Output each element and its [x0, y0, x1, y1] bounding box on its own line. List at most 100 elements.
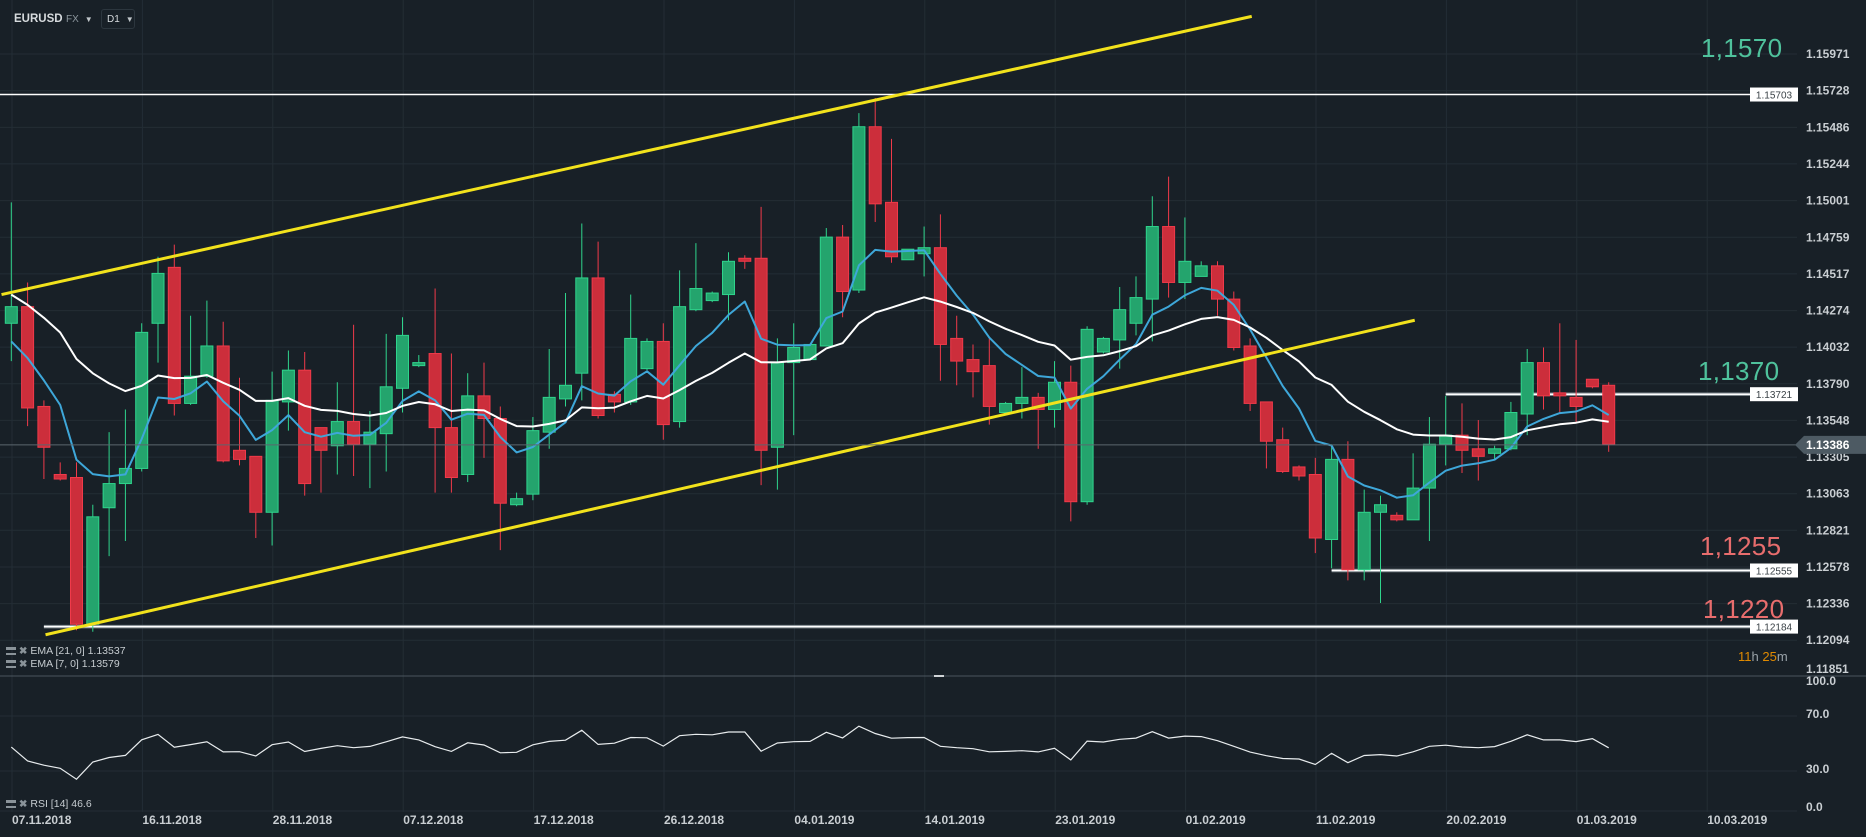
current-price-label: 1.13386 [1806, 438, 1850, 452]
candle [1455, 403, 1469, 473]
level-price-label: 1.12184 [1756, 623, 1793, 634]
legend-ema7-text: EMA [7, 0] 1.13579 [30, 658, 120, 670]
rsi-tick-label: 100.0 [1806, 674, 1836, 688]
trendlines[interactable] [1, 14, 1416, 637]
candle-body [1455, 434, 1469, 451]
candle-body [1357, 511, 1371, 571]
trendline[interactable] [1, 14, 1253, 297]
candle [640, 338, 654, 371]
settings-window-icon[interactable] [6, 800, 16, 808]
ema-line-21 [10, 293, 1609, 441]
date-axis[interactable]: 07.11.2018 16.11.2018 28.11.2018 07.12.2018… [12, 813, 1768, 827]
legend-rsi[interactable]: ✖ RSI [14] 46.6 [6, 798, 92, 810]
candle-body [559, 384, 572, 400]
candle [868, 97, 882, 222]
settings-window-icon[interactable] [6, 647, 16, 655]
candle [559, 293, 572, 407]
candle-body [966, 359, 980, 373]
candle [836, 225, 850, 318]
market-label: FX [66, 13, 79, 25]
candle [1602, 382, 1616, 452]
candle-body [819, 236, 833, 347]
price-tick-label: 1.12578 [1806, 560, 1850, 574]
level-price-label: 1.12555 [1756, 566, 1793, 577]
candle [86, 504, 100, 632]
candle [1064, 365, 1078, 522]
candle [1537, 347, 1550, 410]
price-axis[interactable]: 1.15971 1.15728 1.15486 1.15244 1.15001 1.147… [1806, 47, 1850, 676]
candle [1243, 338, 1257, 411]
candle-body [396, 334, 409, 389]
price-tick-label: 1.15728 [1806, 84, 1850, 98]
candle-body [1178, 260, 1192, 283]
rsi-tick-label: 70.0 [1806, 707, 1830, 721]
legend-ema21[interactable]: ✖ EMA [21, 0] 1.13537 [6, 645, 126, 657]
symbol-label[interactable]: EURUSD [14, 13, 63, 25]
candle-body [1129, 297, 1143, 324]
date-tick-label: 01.03.2019 [1577, 813, 1637, 827]
candle-body [37, 405, 51, 448]
countdown-minutes: 25 [1762, 649, 1777, 664]
candle-body [1259, 401, 1273, 442]
price-tick-label: 1.15971 [1806, 47, 1850, 61]
price-tick-label: 1.14274 [1806, 304, 1850, 318]
candle-body [249, 455, 263, 513]
candle [1488, 445, 1502, 460]
candle-body [1308, 473, 1322, 539]
candle [265, 371, 279, 546]
candle-body [412, 362, 426, 367]
candle [1162, 176, 1176, 298]
date-tick-label: 01.02.2019 [1186, 813, 1246, 827]
candle [852, 113, 866, 294]
candle-body [1585, 378, 1599, 388]
market-dropdown[interactable]: FX ▼ [66, 9, 93, 29]
close-icon[interactable]: ✖ [19, 645, 28, 657]
candle [363, 410, 377, 489]
candle [1308, 457, 1322, 554]
ema-line-7 [10, 248, 1610, 499]
date-tick-label: 10.03.2019 [1707, 813, 1767, 827]
candle [1569, 339, 1583, 424]
candle [37, 400, 51, 480]
timeframe-dropdown[interactable]: D1 ▼ [101, 9, 135, 29]
panel-resize-handle[interactable] [934, 675, 944, 677]
candle [1374, 495, 1387, 604]
candle [233, 377, 246, 466]
candle-body [1422, 443, 1436, 489]
candle-body [151, 272, 165, 324]
close-icon[interactable]: ✖ [19, 658, 28, 670]
candle [787, 323, 801, 436]
candle-body [999, 402, 1013, 413]
candle-body [526, 430, 540, 495]
candle-body [1015, 396, 1029, 404]
candle [281, 350, 295, 431]
current-price-tag [1795, 435, 1866, 454]
legend-ema7[interactable]: ✖ EMA [7, 0] 1.13579 [6, 658, 120, 670]
level-price-tag [1750, 87, 1798, 102]
candle-body [770, 362, 784, 448]
candle-body [444, 427, 458, 479]
candle [819, 228, 833, 347]
candle [200, 300, 214, 378]
candle [1145, 196, 1159, 342]
candle-body [1374, 504, 1387, 513]
settings-window-icon[interactable] [6, 660, 16, 668]
candle [396, 317, 409, 413]
price-tick-label: 1.15486 [1806, 120, 1850, 134]
candle-body [1471, 448, 1485, 457]
candle [379, 333, 393, 472]
price-tick-label: 1.12336 [1806, 597, 1850, 611]
candle-body [868, 126, 882, 205]
date-tick-label: 17.12.2018 [534, 813, 594, 827]
horizontal-levels[interactable]: 1.15703 1.13721 1.12555 1.12184 [0, 87, 1798, 634]
close-icon[interactable]: ✖ [19, 798, 28, 810]
candle [526, 417, 540, 501]
candle [1259, 401, 1273, 469]
candle [591, 241, 605, 419]
trendline[interactable] [45, 318, 1416, 637]
candle-body [1080, 328, 1094, 503]
candle-body [70, 477, 83, 625]
price-tick-label: 1.12094 [1806, 633, 1850, 647]
candle-body [656, 340, 670, 426]
